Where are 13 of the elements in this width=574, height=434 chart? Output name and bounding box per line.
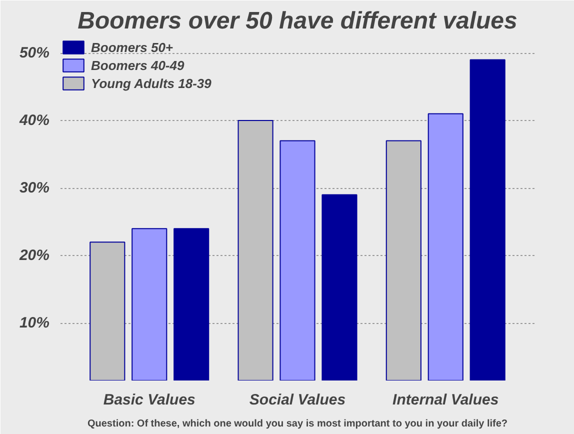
x-tick-label: Social Values bbox=[249, 392, 346, 408]
y-tick-label: 50% bbox=[19, 44, 50, 62]
legend-label: Boomers 40-49 bbox=[91, 58, 184, 72]
x-tick-label: Basic Values bbox=[103, 392, 196, 408]
y-tick-label: 20% bbox=[18, 247, 50, 264]
legend-label: Boomers 50+ bbox=[91, 40, 174, 54]
x-tick-label: Internal Values bbox=[392, 392, 499, 408]
y-tick-label: 30% bbox=[19, 180, 50, 197]
text: Question: Of these, which one would you say is most important to you in your daily life? bbox=[87, 418, 508, 430]
chart-title: Boomers over 50 have different values bbox=[78, 8, 518, 34]
y-tick-label: 10% bbox=[19, 314, 50, 332]
legend-label: Young Adults 18-39 bbox=[91, 76, 212, 90]
y-tick-label: 40% bbox=[18, 112, 50, 130]
